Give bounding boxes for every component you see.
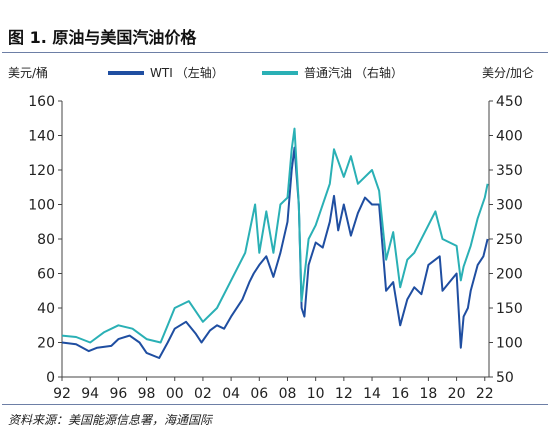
x-tick-label-11: 14 xyxy=(363,386,381,402)
figure-title: 图 1. 原油与美国汽油价格 xyxy=(8,28,197,47)
legend-gasoline: 普通汽油 （右轴） xyxy=(262,64,403,81)
x-tick-label-14: 20 xyxy=(448,386,466,402)
x-tick-label-1: 94 xyxy=(81,386,99,402)
legend-gasoline-axis: （右轴） xyxy=(355,66,404,80)
right-tick-label-1: 100 xyxy=(496,336,523,352)
legend-wti: WTI （左轴） xyxy=(108,64,224,81)
legend-wti-swatch xyxy=(108,70,144,75)
x-tick-label-3: 98 xyxy=(138,386,156,402)
right-tick-label-2: 150 xyxy=(496,301,523,317)
x-tick-label-2: 96 xyxy=(109,386,127,402)
left-tick-label-5: 100 xyxy=(28,198,55,214)
legend-gasoline-name: 普通汽油 xyxy=(304,66,353,80)
right-tick-label-5: 300 xyxy=(496,198,523,214)
x-tick-label-9: 10 xyxy=(307,386,325,402)
left-tick-label-4: 80 xyxy=(37,232,55,248)
right-tick-label-6: 350 xyxy=(496,163,523,179)
x-tick-label-15: 22 xyxy=(476,386,494,402)
right-tick-label-7: 400 xyxy=(496,129,523,145)
x-tick-label-13: 18 xyxy=(419,386,437,402)
left-tick-label-3: 60 xyxy=(37,267,55,283)
series-line-gasoline xyxy=(61,127,489,344)
left-tick-label-7: 140 xyxy=(28,129,55,145)
x-tick-label-10: 12 xyxy=(335,386,353,402)
x-tick-label-5: 02 xyxy=(194,386,212,402)
right-tick-label-8: 450 xyxy=(496,94,523,110)
right-axis-unit: 美分/加仑 xyxy=(482,66,535,80)
right-tick-label-0: 50 xyxy=(496,370,514,386)
title-rule xyxy=(2,52,548,53)
left-tick-label-8: 160 xyxy=(28,94,55,110)
x-tick-label-6: 04 xyxy=(222,386,240,402)
left-tick-label-6: 120 xyxy=(28,163,55,179)
x-tick-label-8: 08 xyxy=(279,386,297,402)
x-tick-label-0: 92 xyxy=(53,386,71,402)
left-axis-unit: 美元/桶 xyxy=(8,66,49,80)
source-rule xyxy=(2,404,548,405)
left-tick-label-0: 0 xyxy=(46,370,55,386)
x-tick-label-4: 00 xyxy=(166,386,184,402)
x-tick-label-7: 06 xyxy=(250,386,268,402)
right-tick-label-3: 200 xyxy=(496,267,523,283)
series-line-wti xyxy=(61,146,489,359)
legend-gasoline-swatch xyxy=(262,70,298,75)
left-tick-label-1: 20 xyxy=(37,336,55,352)
x-tick-label-12: 16 xyxy=(391,386,409,402)
legend-wti-name: WTI xyxy=(150,65,173,80)
right-tick-label-4: 250 xyxy=(496,232,523,248)
source-note: 资料来源：美国能源信息署，海通国际 xyxy=(8,413,213,427)
left-tick-label-2: 40 xyxy=(37,301,55,317)
legend-wti-axis: （左轴） xyxy=(175,66,224,80)
